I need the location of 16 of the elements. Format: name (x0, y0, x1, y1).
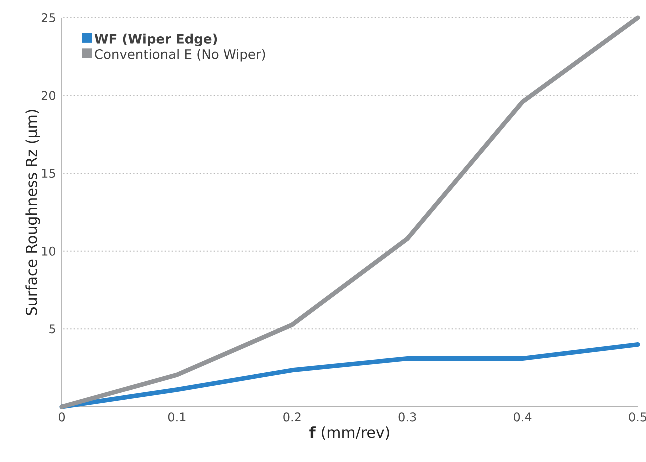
y-tick-label: 25 (42, 13, 56, 23)
legend-label: WF (Wiper Edge) (94, 34, 218, 47)
x-tick-label: 0 (58, 412, 66, 422)
x-tick-label: 0.2 (284, 412, 301, 422)
line-series (60, 16, 640, 410)
y-tick-label: 5 (50, 324, 56, 334)
x-tick-label: 0.5 (629, 412, 646, 422)
x-tick-label: 0.3 (398, 412, 416, 422)
y-tick-label: 10 (42, 246, 56, 256)
legend-label: Conventional E (No Wiper) (95, 49, 266, 62)
y-tick-label: 20 (42, 91, 56, 100)
y-axis-title: Surface Roughness Rz (µm) (26, 110, 40, 316)
x-axis-title: f (mm/rev) (310, 426, 390, 440)
x-tick-label: 0.1 (168, 412, 186, 422)
x-tick-label: 0.4 (514, 412, 532, 422)
y-tick-label: 15 (42, 169, 56, 178)
